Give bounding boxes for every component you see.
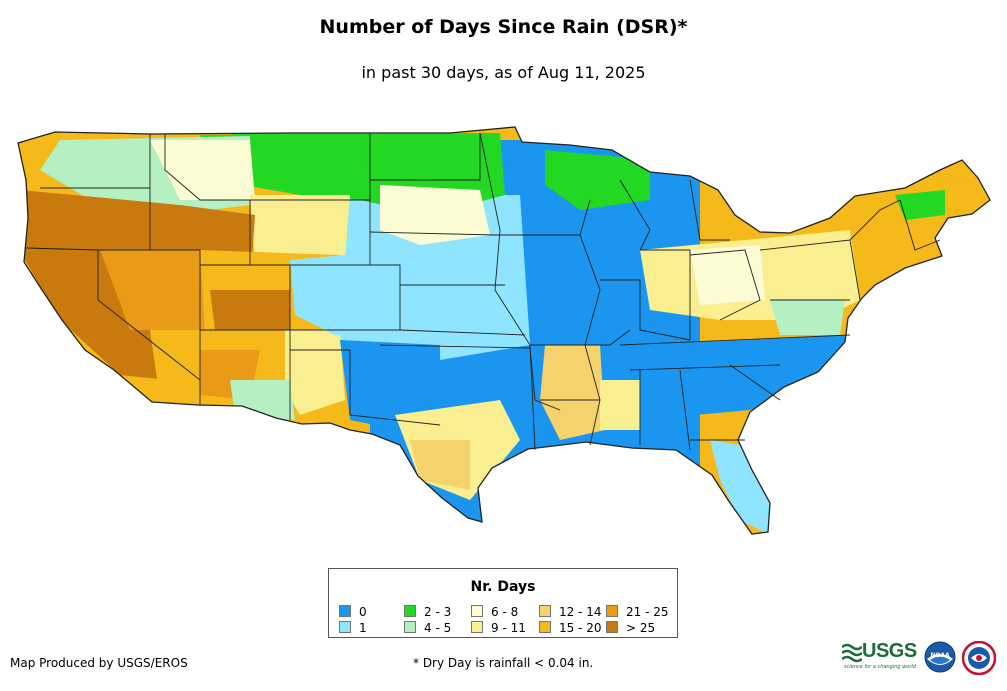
legend-swatch-5 [471, 621, 483, 633]
border-sd-ne [369, 231, 496, 236]
legend-item-4: 6 - 8 [471, 605, 518, 618]
border-ga-sc [729, 364, 781, 401]
border-tn-ky [619, 334, 851, 346]
legend-swatch-8 [606, 605, 618, 617]
region-virginia [770, 300, 845, 335]
border-michigan [689, 179, 730, 241]
legend-swatch-0 [339, 605, 351, 617]
border-new-york [849, 199, 901, 241]
usgs-logo: USGS science for a changing world [842, 640, 920, 674]
usgs-tagline: science for a changing world [844, 664, 916, 670]
region-texas-panhandle [340, 340, 440, 430]
border-new-england [899, 199, 941, 251]
border-nevada [98, 249, 201, 330]
dsr-map [17, 126, 991, 535]
border-texas-north [290, 349, 441, 426]
region-colorado-blue [290, 255, 400, 335]
legend-swatch-4 [471, 605, 483, 617]
map-credit: Map Produced by USGS/EROS [10, 656, 188, 670]
region-mississippi [600, 380, 640, 430]
state-boundaries [17, 126, 991, 535]
region-arkansas [540, 345, 605, 440]
noaa-emblem-icon [924, 641, 956, 673]
legend-item-6: 12 - 14 [539, 605, 602, 618]
region-wisconsin-green [545, 150, 650, 210]
border-ks-ok [399, 329, 526, 336]
legend-swatch-9 [606, 621, 618, 633]
map-subtitle: in past 30 days, as of Aug 11, 2025 [361, 63, 646, 82]
legend-item-0: 0 [339, 605, 367, 618]
border-al-ga [679, 369, 691, 451]
nws-emblem-icon [961, 640, 997, 676]
legend-swatch-1 [339, 621, 351, 633]
border-tn-south [629, 364, 781, 371]
region-utah-dark [210, 290, 290, 330]
border-ohio [689, 249, 761, 321]
region-nevada [100, 250, 205, 330]
border-illinois [600, 279, 691, 341]
noaa-wordmark: NOAA [930, 652, 950, 659]
noaa-logo: NOAA [924, 641, 956, 673]
legend-item-8: 21 - 25 [606, 605, 669, 618]
region-dakotas [380, 185, 490, 245]
legend-item-7: 15 - 20 [539, 621, 602, 634]
map-title: Number of Days Since Rain (DSR)* [319, 16, 688, 38]
region-new-england-green [895, 190, 945, 220]
precip-field [18, 127, 990, 534]
region-texas-orange [410, 440, 470, 490]
region-wyoming [250, 195, 350, 262]
usgs-wave-icon [842, 643, 862, 663]
border-ar-mo [530, 329, 631, 346]
legend-swatch-7 [539, 621, 551, 633]
legend-item-3: 4 - 5 [404, 621, 451, 634]
dry-day-footnote: * Dry Day is rainfall < 0.04 in. [413, 656, 594, 670]
region-montana-green [230, 130, 370, 170]
border-colorado [290, 264, 401, 331]
legend-swatch-3 [404, 621, 416, 633]
legend-item-9: > 25 [606, 621, 655, 634]
border-nd [370, 133, 481, 181]
border-ok [379, 344, 561, 411]
region-nm-green [230, 380, 295, 420]
legend-title: Nr. Days [470, 579, 536, 595]
legend-swatch-6 [539, 605, 551, 617]
border-indiana [640, 249, 691, 340]
legend-swatch-2 [404, 605, 416, 617]
usgs-wordmark: USGS [862, 640, 917, 662]
region-idaho-pale [150, 140, 255, 200]
nws-logo [961, 640, 997, 676]
region-nm-yellow [285, 330, 345, 415]
legend-item-2: 2 - 3 [404, 605, 451, 618]
region-southeast [640, 335, 850, 420]
border-wisconsin-mi [619, 179, 651, 251]
border-california [25, 247, 201, 381]
border-missouri-river [479, 132, 536, 451]
region-ohio-pale [690, 245, 765, 305]
legend-item-5: 9 - 11 [471, 621, 526, 634]
border-idaho-montana [164, 134, 250, 201]
legend: Nr. Days 0 1 2 - 3 4 - 5 6 - 8 9 - 11 12… [328, 568, 678, 638]
legend-item-1: 1 [339, 621, 367, 634]
